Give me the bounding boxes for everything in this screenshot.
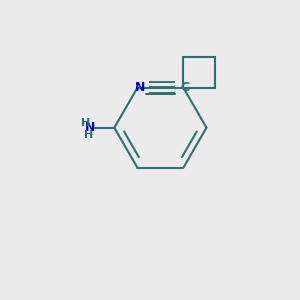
Text: C: C bbox=[180, 81, 190, 94]
Text: N: N bbox=[135, 81, 146, 94]
Text: H: H bbox=[84, 130, 93, 140]
Text: N: N bbox=[85, 121, 96, 134]
Text: H: H bbox=[81, 118, 90, 128]
